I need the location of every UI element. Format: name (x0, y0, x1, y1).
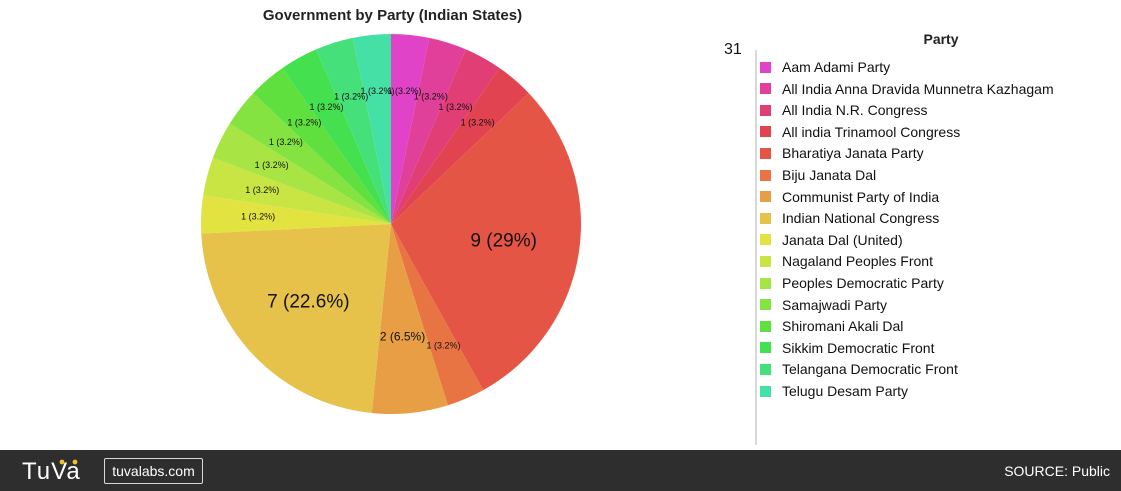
legend-swatch (760, 342, 771, 354)
legend-label: Shiromani Akali Dal (782, 318, 904, 335)
pie-slice[interactable] (203, 158, 391, 224)
legend-label: Aam Adami Party (782, 59, 891, 75)
legend-label: All india Trinamool Congress (782, 123, 961, 140)
slice-label: 1 (3.2%) (241, 212, 275, 222)
legend-item[interactable]: Shiromani Akali Dal (760, 316, 1100, 336)
legend-label: All India Anna Dravida Munnetra Kazhagam (782, 80, 1054, 97)
pie-slice[interactable] (391, 224, 484, 406)
legend-title: Party (923, 31, 959, 47)
pie-slice[interactable] (201, 195, 391, 234)
legend-swatch (760, 104, 771, 116)
legend-label: All India N.R. Congress (782, 102, 928, 119)
pie-slice[interactable] (229, 93, 391, 224)
slice-label: 2 (6.5%) (380, 330, 425, 344)
slice-label: 1 (3.2%) (414, 91, 448, 101)
pie-chart: 1 (3.2%)1 (3.2%)1 (3.2%)1 (3.2%)9 (29%)1… (201, 34, 581, 415)
pie-slice[interactable] (212, 123, 391, 224)
slice-label: 1 (3.2%) (361, 86, 395, 96)
legend-swatch (760, 169, 771, 181)
pie-slice[interactable] (391, 34, 430, 224)
pie-slice[interactable] (253, 68, 391, 224)
legend-swatch (760, 191, 771, 203)
source-label: SOURCE: Public (1004, 463, 1110, 479)
footer-bar (0, 450, 1121, 491)
legend-swatch (760, 385, 771, 397)
pie-slice[interactable] (391, 68, 529, 224)
legend-swatch (760, 126, 771, 138)
pie-slice[interactable] (391, 93, 581, 391)
legend-item[interactable]: Bharatiya Janata Party (760, 143, 1100, 163)
legend-label: Telangana Democratic Front (782, 361, 958, 378)
legend-label: Biju Janata Dal (782, 167, 877, 183)
pie-slice[interactable] (282, 49, 391, 225)
slice-label: 1 (3.2%) (439, 102, 473, 112)
total-count: 31 (724, 41, 742, 58)
legend-label: Peoples Democratic Party (782, 275, 944, 291)
website-link[interactable]: tuvalabs.com (104, 458, 203, 484)
legend-label: Communist Party of India (782, 188, 940, 205)
pie-slice[interactable] (316, 37, 391, 224)
legend-item[interactable]: Indian National Congress (760, 208, 1100, 228)
slice-label: 1 (3.2%) (387, 86, 421, 96)
pie-slice[interactable] (352, 34, 391, 224)
legend-item[interactable]: All India N.R. Congress (760, 100, 1100, 120)
legend-swatch (760, 277, 771, 289)
legend-label: Telugu Desam Party (782, 383, 909, 399)
legend-item[interactable]: Telangana Democratic Front (760, 359, 1100, 379)
pie-slice[interactable] (371, 224, 448, 415)
legend-swatch (760, 61, 771, 73)
slice-label: 1 (3.2%) (309, 102, 343, 112)
legend-item[interactable]: All india Trinamool Congress (760, 122, 1100, 142)
pie-slice[interactable] (201, 224, 391, 414)
tuva-logo[interactable]: TuVa (22, 454, 84, 486)
legend-item[interactable]: All India Anna Dravida Munnetra Kazhagam (760, 79, 1100, 99)
legend-item[interactable]: Peoples Democratic Party (760, 273, 1100, 293)
legend-item[interactable]: Sikkim Democratic Front (760, 338, 1100, 358)
legend-item[interactable]: Communist Party of India (760, 187, 1100, 207)
legend-swatch (760, 363, 771, 375)
slice-label: 1 (3.2%) (461, 117, 495, 127)
legend-swatch (760, 212, 771, 224)
svg-text:TuVa: TuVa (22, 458, 81, 485)
legend-item[interactable]: Samajwadi Party (760, 295, 1100, 315)
legend-swatch (760, 234, 771, 246)
legend-item[interactable]: Aam Adami Party (760, 57, 1100, 77)
slice-label: 1 (3.2%) (426, 341, 460, 351)
slice-label: 1 (3.2%) (245, 185, 279, 195)
legend-label: Samajwadi Party (782, 296, 888, 313)
legend-label: Bharatiya Janata Party (782, 145, 924, 162)
legend-swatch (760, 299, 771, 311)
slice-label: 1 (3.2%) (255, 160, 289, 170)
legend-item[interactable]: Nagaland Peoples Front (760, 251, 1100, 271)
legend-swatch (760, 147, 771, 159)
legend-label: Janata Dal (United) (782, 231, 903, 248)
legend-label: Nagaland Peoples Front (782, 253, 933, 270)
slice-label: 1 (3.2%) (287, 117, 321, 127)
legend-label: Indian National Congress (782, 210, 940, 227)
pie-slice[interactable] (391, 37, 466, 224)
legend-swatch (760, 83, 771, 95)
legend-swatch (760, 320, 771, 332)
slice-label: 1 (3.2%) (334, 91, 368, 101)
slice-label: 9 (29%) (470, 230, 537, 251)
legend-divider (755, 50, 757, 445)
slice-label: 7 (22.6%) (267, 292, 349, 313)
slice-label: 1 (3.2%) (269, 137, 303, 147)
chart-title: Government by Party (Indian States) (262, 7, 523, 24)
legend-item[interactable]: Janata Dal (United) (760, 230, 1100, 250)
legend-item[interactable]: Telugu Desam Party (760, 381, 1100, 401)
pie-slice[interactable] (391, 49, 500, 225)
legend-swatch (760, 255, 771, 267)
legend-item[interactable]: Biju Janata Dal (760, 165, 1100, 185)
legend-label: Sikkim Democratic Front (782, 339, 935, 356)
